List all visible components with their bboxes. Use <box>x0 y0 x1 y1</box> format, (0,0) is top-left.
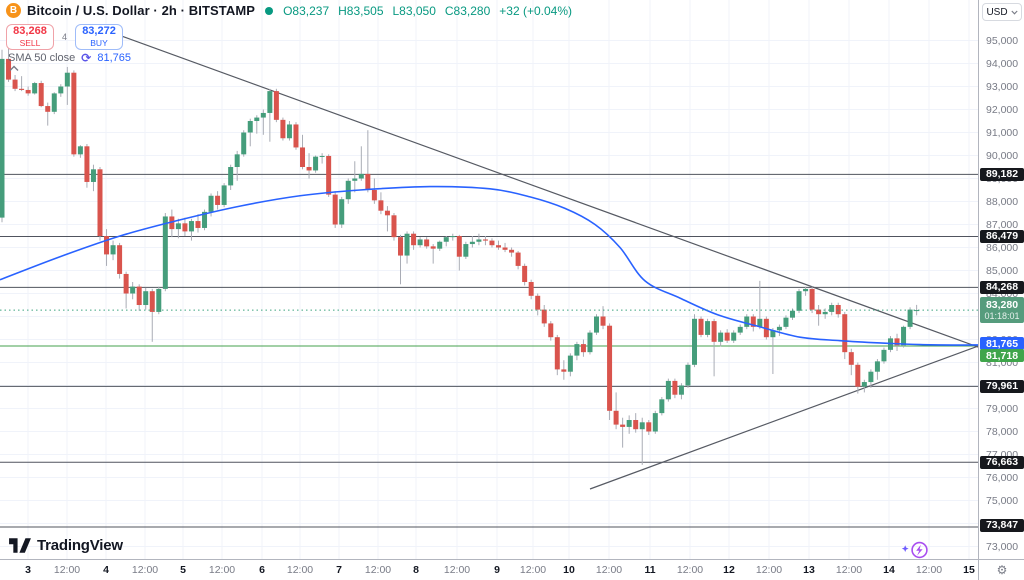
price-tick-label: 91,000 <box>986 126 1019 139</box>
sell-button[interactable]: 83,268 SELL <box>6 24 54 50</box>
price-tick-label: 93,000 <box>986 80 1019 93</box>
market-status-icon[interactable] <box>265 6 274 15</box>
tradingview-logo-icon <box>9 538 31 553</box>
time-tick-label: 3 <box>25 564 31 576</box>
currency-dropdown[interactable]: USD <box>982 3 1022 21</box>
buy-label: BUY <box>90 38 108 49</box>
price-axis[interactable]: USD 95,000 94,000 93,000 92,000 91,000 90,000… <box>978 0 1024 559</box>
candle-countdown: 01:18:01 <box>984 310 1020 321</box>
price-tick-label: 86,000 <box>986 241 1019 254</box>
indicator-name: SMA 50 close <box>8 52 76 64</box>
time-tick-label: 12:00 <box>519 564 547 576</box>
price-level-badge: 89,182 <box>980 167 1024 181</box>
time-tick-label: 5 <box>180 564 186 576</box>
sma50-line <box>0 185 978 346</box>
time-tick-label: 12:00 <box>676 564 704 576</box>
high-value: H83,505 <box>338 3 384 18</box>
time-tick-label: 10 <box>563 564 575 576</box>
spread-value: 4 <box>62 32 68 42</box>
price-tick-label: 76,000 <box>986 471 1019 484</box>
time-tick-label: 9 <box>494 564 500 576</box>
time-tick-label: 12:00 <box>915 564 943 576</box>
price-chart <box>0 0 978 559</box>
boost-lightning-icon[interactable] <box>901 540 931 559</box>
time-tick-label: 12:00 <box>131 564 159 576</box>
price-tick-label: 78,000 <box>986 425 1019 438</box>
price-tick-label: 92,000 <box>986 103 1019 116</box>
time-tick-label: 13 <box>803 564 815 576</box>
time-tick-label: 11 <box>644 564 656 576</box>
gear-icon[interactable]: ⚙ <box>996 563 1008 577</box>
indicator-value: 81,765 <box>97 52 131 64</box>
ohlc-values: O83,237 H83,505 L83,050 C83,280 +32 (+0.… <box>283 4 572 18</box>
last-price-badge: 83,280 01:18:01 <box>980 297 1024 324</box>
price-tick-label: 88,000 <box>986 195 1019 208</box>
green-level-badge: 81,718 <box>980 349 1024 363</box>
price-tick-label: 75,000 <box>986 494 1019 507</box>
tradingview-logo-text: TradingView <box>37 537 123 554</box>
price-level-badge: 73,847 <box>980 518 1024 532</box>
time-tick-label: 14 <box>883 564 895 576</box>
time-tick-label: 12:00 <box>364 564 392 576</box>
symbol-title[interactable]: Bitcoin / U.S. Dollar · 2h · BITSTAMP <box>27 3 256 18</box>
price-level-badge: 84,268 <box>980 280 1024 294</box>
chart-pane[interactable]: B Bitcoin / U.S. Dollar · 2h · BITSTAMP … <box>0 0 978 559</box>
time-tick-label: 7 <box>336 564 342 576</box>
refresh-loop-icon[interactable]: ⟳ <box>81 51 92 65</box>
price-tick-label: 87,000 <box>986 218 1019 231</box>
price-level-badge: 79,961 <box>980 379 1024 393</box>
time-tick-label: 12:00 <box>53 564 81 576</box>
time-tick-label: 12 <box>723 564 735 576</box>
open-value: O83,237 <box>283 3 330 18</box>
price-tick-label: 85,000 <box>986 264 1019 277</box>
ascending-trendline <box>589 345 978 490</box>
time-tick-label: 12:00 <box>755 564 783 576</box>
time-tick-label: 12:00 <box>286 564 314 576</box>
time-tick-label: 12:00 <box>595 564 623 576</box>
close-value: C83,280 <box>444 3 491 18</box>
time-tick-label: 12:00 <box>835 564 863 576</box>
time-tick-label: 8 <box>413 564 419 576</box>
sma-value-badge: 81,765 <box>980 337 1024 351</box>
tradingview-logo[interactable]: TradingView <box>9 537 123 554</box>
trade-buttons: 83,268 SELL 4 83,272 BUY <box>6 24 124 50</box>
axis-settings-corner[interactable]: ⚙ <box>978 559 1024 580</box>
time-tick-label: 6 <box>259 564 265 576</box>
sell-label: SELL <box>19 38 41 49</box>
price-tick-label: 73,000 <box>986 540 1019 553</box>
change-value: +32 (+0.04%) <box>499 3 572 18</box>
price-tick-label: 95,000 <box>986 34 1019 47</box>
sell-price: 83,268 <box>13 25 47 38</box>
low-value: L83,050 <box>392 3 436 18</box>
indicator-legend[interactable]: SMA 50 close ⟳ 81,765 <box>8 51 131 65</box>
buy-price: 83,272 <box>82 25 116 38</box>
price-tick-label: 79,000 <box>986 402 1019 415</box>
chevron-up-icon[interactable] <box>8 65 20 72</box>
price-tick-label: 90,000 <box>986 149 1019 162</box>
price-level-badge: 86,479 <box>980 229 1024 243</box>
price-level-badge: 76,663 <box>980 455 1024 469</box>
currency-label: USD <box>986 6 1008 18</box>
time-axis[interactable]: 3 12:00 4 12:00 5 12:00 6 12:00 7 12:00 8 12:00 9 12:… <box>0 559 978 580</box>
chevron-down-icon <box>1010 10 1018 15</box>
descending-trendline <box>104 29 978 348</box>
time-tick-label: 15 <box>963 564 975 576</box>
time-tick-label: 12:00 <box>208 564 236 576</box>
buy-button[interactable]: 83,272 BUY <box>75 24 124 50</box>
bitcoin-icon: B <box>6 3 21 18</box>
time-tick-label: 12:00 <box>443 564 471 576</box>
time-tick-label: 4 <box>103 564 109 576</box>
symbol-header: B Bitcoin / U.S. Dollar · 2h · BITSTAMP … <box>6 3 572 18</box>
price-tick-label: 94,000 <box>986 57 1019 70</box>
